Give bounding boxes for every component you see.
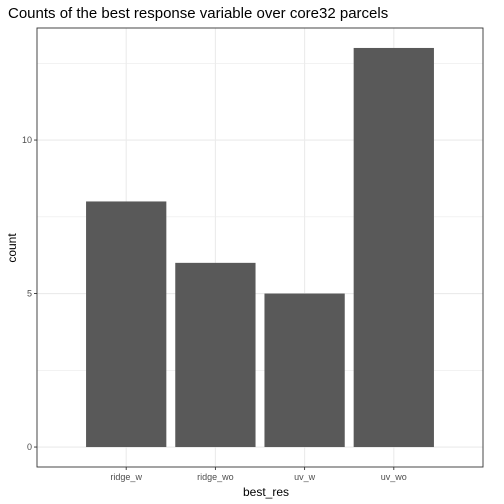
y-tick-label: 10 — [22, 135, 32, 145]
x-tick-label: uv_wo — [381, 472, 407, 482]
bar-uv_wo — [353, 47, 434, 448]
bar-uv_w — [264, 293, 345, 448]
bar-ridge_w — [86, 201, 167, 448]
plot-panel: 0 5 10 ridge_w ridge_wo uv_w uv_wo — [22, 27, 484, 482]
x-tick-label: ridge_w — [110, 472, 142, 482]
x-tick-label: ridge_wo — [197, 472, 234, 482]
panel-border — [36, 27, 484, 468]
bar-ridge_wo — [175, 262, 256, 448]
y-tick-label: 0 — [27, 442, 32, 452]
y-axis-title: count — [5, 233, 19, 263]
x-tick-label: uv_w — [294, 472, 316, 482]
chart-title: Counts of the best response variable ove… — [8, 5, 388, 22]
y-tick-label: 5 — [27, 289, 32, 299]
x-axis-title: best_res — [243, 485, 289, 499]
